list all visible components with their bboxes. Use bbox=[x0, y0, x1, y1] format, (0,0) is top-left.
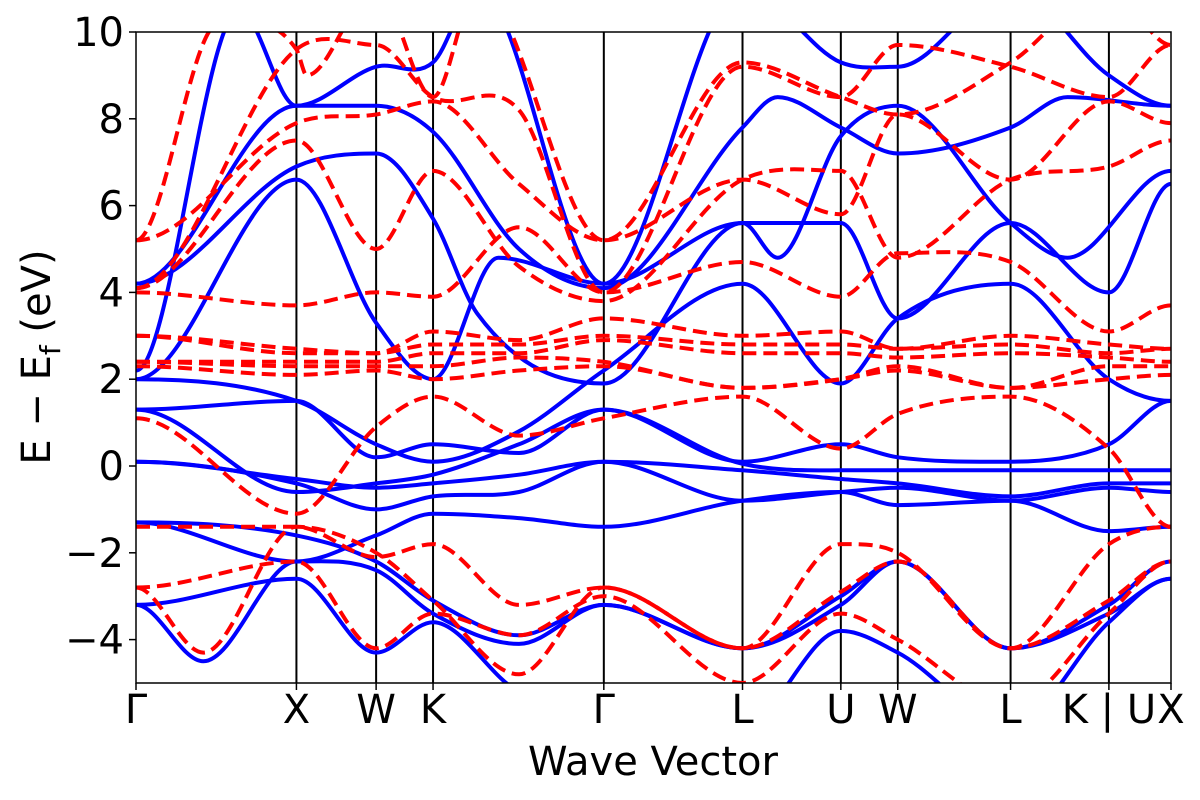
y-tick-label: −2 bbox=[65, 531, 124, 577]
x-tick-label: K | U bbox=[1062, 687, 1156, 733]
y-tick-label: 10 bbox=[73, 10, 124, 56]
y-axis-label: E − Ef (eV) bbox=[14, 249, 67, 464]
bands bbox=[136, 32, 1171, 683]
solid-band-line bbox=[136, 398, 1171, 464]
y-axis-label-subscript: f bbox=[34, 344, 67, 355]
x-axis-label: Wave Vector bbox=[528, 739, 779, 785]
dashed-band-line bbox=[136, 394, 1171, 529]
y-ticks: −4 −2 0 2 4 6 8 10 bbox=[65, 10, 136, 664]
plot-frame bbox=[135, 31, 1172, 684]
y-tick-label: 8 bbox=[99, 97, 124, 143]
solid-band-line bbox=[136, 459, 1171, 512]
plot-background bbox=[136, 32, 1171, 683]
dashed-band-line bbox=[136, 138, 1171, 304]
x-tick-label: Γ bbox=[593, 687, 616, 733]
y-axis-label-main: E − E bbox=[14, 355, 60, 465]
y-axis-label-unit: (eV) bbox=[14, 249, 60, 345]
y-tick-label: 0 bbox=[99, 444, 124, 490]
dashed-band-line bbox=[136, 338, 1171, 364]
x-tick-label: L bbox=[731, 687, 754, 733]
x-tick-label: W bbox=[878, 687, 918, 733]
solid-band-line bbox=[136, 281, 1171, 464]
y-tick-label: −4 bbox=[65, 618, 124, 664]
solid-band-line bbox=[136, 32, 1171, 373]
x-tick-label: X bbox=[1157, 687, 1184, 733]
dashed-band-line bbox=[136, 316, 1171, 356]
x-tick-label: K bbox=[420, 687, 448, 733]
dashed-band-line bbox=[136, 32, 1171, 243]
solid-band-line bbox=[136, 103, 1171, 386]
y-tick-label: 6 bbox=[99, 184, 124, 230]
y-tick-label: 4 bbox=[99, 270, 124, 316]
x-tick-label: X bbox=[283, 687, 310, 733]
dashed-band-line bbox=[136, 99, 1171, 243]
x-tick-label: U bbox=[826, 687, 855, 733]
dashed-band-line bbox=[136, 524, 1171, 651]
dashed-band-line bbox=[136, 559, 1171, 683]
x-tick-label: L bbox=[999, 687, 1022, 733]
y-tick-label: 2 bbox=[99, 357, 124, 403]
solid-band-line bbox=[136, 576, 1171, 683]
solid-band-line bbox=[136, 95, 1171, 291]
dashed-band-line bbox=[136, 364, 1171, 390]
dashed-band-line bbox=[136, 225, 1171, 334]
dashed-band-line bbox=[136, 355, 1171, 390]
solid-band-line bbox=[136, 177, 1171, 382]
x-tick-label: W bbox=[356, 687, 396, 733]
x-tick-label: Γ bbox=[125, 687, 148, 733]
